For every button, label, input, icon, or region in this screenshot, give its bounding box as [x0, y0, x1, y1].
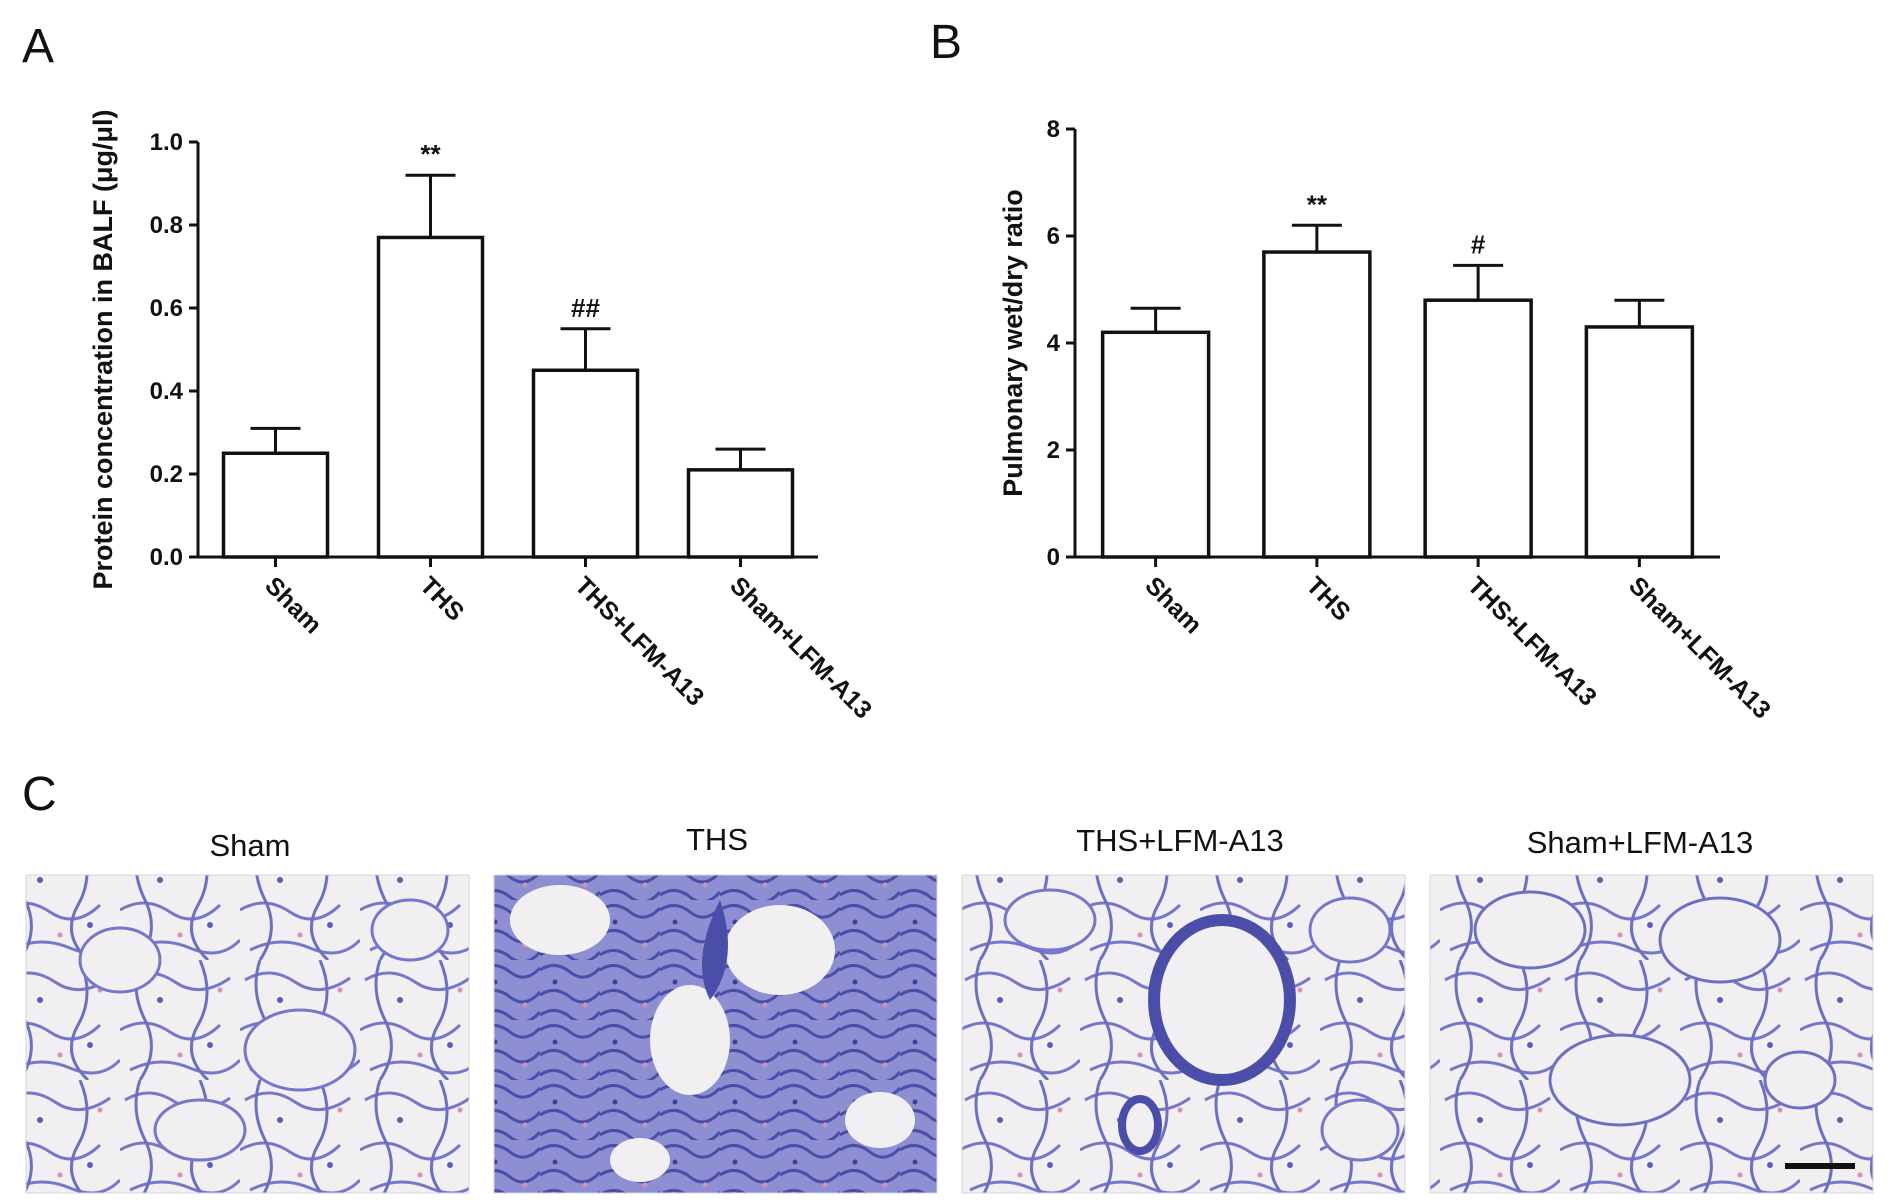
- panel-label-b: B: [930, 16, 962, 69]
- y-tick-label: 0.2: [150, 461, 183, 488]
- histology-image-sham: [25, 874, 470, 1194]
- chart-a-ylabel: Protein concentration in BALF (μg/μl): [88, 109, 118, 589]
- bar: [1584, 325, 1695, 559]
- bar: [1100, 330, 1211, 559]
- bar: [221, 451, 330, 559]
- category-label: THS: [1301, 571, 1356, 626]
- panel-label-a: A: [22, 20, 54, 73]
- histology-title-sham: Sham: [210, 828, 291, 863]
- significance-mark: ##: [571, 293, 600, 323]
- y-tick-label: 0.0: [150, 544, 183, 571]
- histology-image-ths-lfm: [961, 874, 1406, 1194]
- bar: [531, 368, 640, 559]
- y-tick-label: 0: [1047, 544, 1060, 571]
- category-label: THS+LFM-A13: [1462, 571, 1602, 711]
- histology-image-sham-lfm: [1429, 874, 1874, 1194]
- histology-image-ths: [493, 874, 938, 1194]
- category-label: THS+LFM-A13: [569, 571, 709, 711]
- chart-b-ylabel: Pulmonary wet/dry ratio: [998, 189, 1028, 497]
- y-tick-label: 0.8: [150, 212, 183, 239]
- category-label: Sham: [259, 571, 327, 639]
- category-label: Sham+LFM-A13: [1623, 571, 1776, 724]
- bar: [1423, 298, 1533, 559]
- category-label: Sham+LFM-A13: [724, 571, 877, 724]
- histology-title-sham-lfm: Sham+LFM-A13: [1527, 825, 1754, 860]
- category-label: THS: [414, 571, 469, 626]
- histology-title-ths: THS: [686, 822, 748, 857]
- y-tick-label: 0.6: [150, 295, 183, 322]
- y-tick-label: 6: [1047, 223, 1060, 250]
- y-tick-label: 1.0: [150, 129, 183, 156]
- category-label: Sham: [1139, 571, 1207, 639]
- chart-a: Protein concentration in BALF (μg/μl) 0.…: [88, 109, 877, 724]
- histology-panel: Sham THS THS+LFM-A13 Sham+LFM-A13: [25, 822, 1874, 1194]
- panel-label-c: C: [22, 768, 57, 821]
- bar: [686, 468, 795, 559]
- bar: [1262, 250, 1372, 559]
- y-tick-label: 4: [1047, 330, 1061, 357]
- significance-mark: **: [420, 139, 441, 169]
- y-tick-label: 8: [1047, 116, 1060, 143]
- significance-mark: **: [1307, 189, 1328, 219]
- histology-title-ths-lfm: THS+LFM-A13: [1076, 823, 1284, 858]
- scale-bar: [1785, 1163, 1855, 1169]
- significance-mark: #: [1471, 229, 1486, 259]
- y-tick-label: 2: [1047, 437, 1060, 464]
- y-tick-label: 0.4: [150, 378, 184, 405]
- bar: [376, 235, 485, 559]
- chart-b: Pulmonary wet/dry ratio 0 2 4 6 8 Sham THS ** TH…: [998, 116, 1776, 724]
